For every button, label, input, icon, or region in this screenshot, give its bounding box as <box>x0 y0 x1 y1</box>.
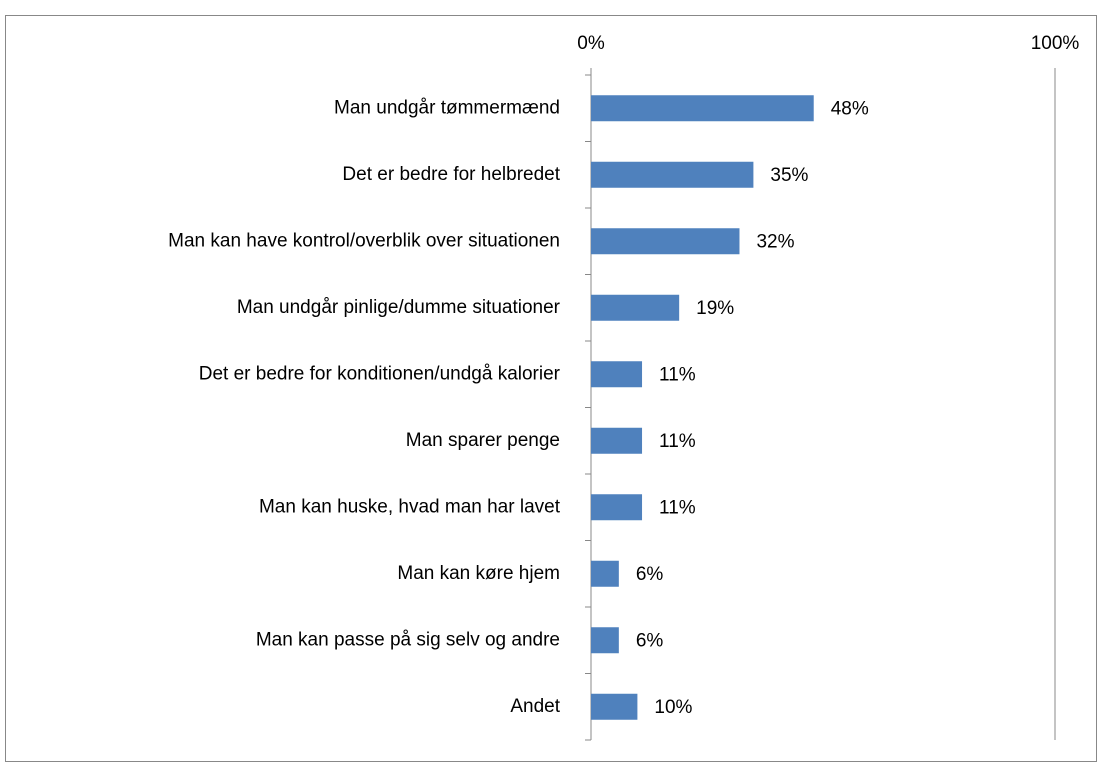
bar <box>591 294 680 321</box>
data-label: 11% <box>659 431 696 452</box>
y-tick-label: Andet <box>510 696 560 717</box>
y-tick-label: Det er bedre for konditionen/undgå kalor… <box>199 363 561 384</box>
bar <box>591 228 740 255</box>
y-tick-label: Man sparer penge <box>406 430 560 451</box>
data-label: 19% <box>696 298 734 319</box>
y-tick-label: Man kan huske, hvad man har lavet <box>259 496 561 517</box>
y-tick-label: Det er bedre for helbredet <box>342 164 560 185</box>
data-label: 35% <box>770 165 808 186</box>
x-tick-label: 100% <box>1031 33 1080 54</box>
bar <box>591 494 643 521</box>
bar <box>591 427 643 454</box>
data-label: 6% <box>636 564 664 585</box>
data-label: 48% <box>831 98 869 119</box>
y-tick-label: Man kan have kontrol/overblik over situa… <box>168 230 560 251</box>
data-label: 11% <box>659 364 696 385</box>
bar <box>591 95 814 122</box>
data-label: 6% <box>636 630 664 651</box>
y-tick-label: Man undgår tømmermænd <box>334 97 560 118</box>
data-label: 10% <box>654 697 692 718</box>
x-tick-label: 0% <box>577 33 605 54</box>
data-label: 11% <box>659 497 696 518</box>
y-tick-label: Man undgår pinlige/dumme situationer <box>237 297 561 318</box>
bar <box>591 693 638 720</box>
y-tick-label: Man kan passe på sig selv og andre <box>256 629 560 650</box>
y-tick-label: Man kan køre hjem <box>397 563 560 584</box>
data-label: 32% <box>756 231 794 252</box>
bar <box>591 627 619 654</box>
bar <box>591 161 754 188</box>
bar <box>591 560 619 587</box>
bar <box>591 361 643 388</box>
chart-border <box>5 15 1097 762</box>
